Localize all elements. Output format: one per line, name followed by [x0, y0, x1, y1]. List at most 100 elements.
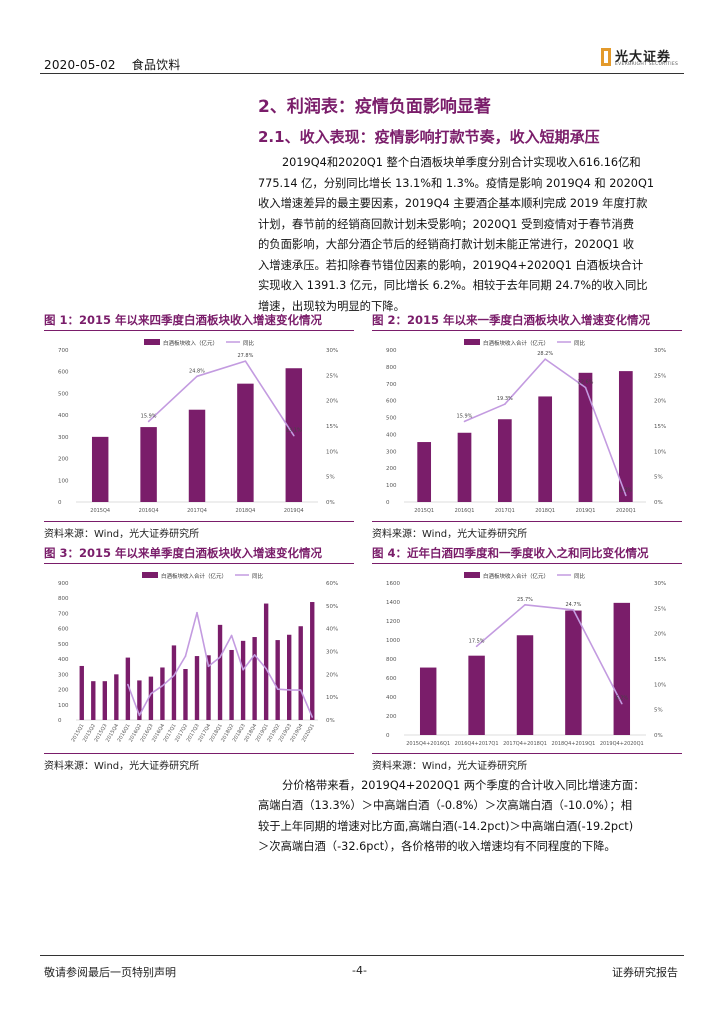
paragraph-2: 分价格带来看，2019Q4+2020Q1 两个季度的合计收入同比增速方面： 高端… — [258, 776, 684, 857]
yoy-point — [161, 684, 164, 687]
bar — [91, 681, 96, 720]
left-tick-label: 1400 — [386, 600, 400, 606]
figure-3-source: 资料来源：Wind，光大证券研究所 — [44, 761, 200, 772]
data-label: 28.2% — [537, 351, 553, 357]
chart-svg: 白酒板块收入（亿元） 同比 0 100 200 300 400 500 600 700 0% 5% 10… — [58, 339, 338, 514]
yoy-point — [621, 702, 623, 705]
left-tick-label: 700 — [58, 348, 69, 354]
left-tick-label: 500 — [58, 642, 69, 648]
left-tick-label: 400 — [386, 695, 397, 701]
header-rule — [40, 73, 684, 74]
right-tick-label: 15% — [654, 424, 666, 430]
bar — [263, 603, 269, 720]
left-tick-label: 100 — [386, 483, 397, 489]
left-tick-label: 800 — [386, 657, 397, 663]
yoy-point — [524, 603, 526, 606]
left-tick-label: 100 — [58, 478, 69, 484]
right-tick-label: 60% — [326, 581, 338, 587]
left-tick-label: 600 — [58, 370, 69, 376]
right-tick-label: 20% — [326, 672, 338, 678]
yoy-point — [544, 358, 546, 360]
yoy-point — [230, 634, 233, 637]
legend-bar-swatch — [464, 339, 480, 345]
category-label: 2015Q4 — [90, 508, 110, 514]
category-label: 2018Q1 — [535, 508, 555, 514]
right-tick-label: 10% — [654, 682, 666, 688]
left-tick-label: 0 — [386, 733, 390, 739]
left-tick-label: 700 — [386, 382, 397, 388]
right-tick-label: 20% — [326, 399, 338, 405]
right-tick-label: 15% — [654, 657, 666, 663]
bar — [538, 396, 553, 502]
report-date: 2020-05-02 — [44, 58, 116, 72]
figure-1-source: 资料来源：Wind，光大证券研究所 — [44, 529, 200, 540]
figure-3-title: 图 3：2015 年以来单季度白酒板块收入增速变化情况 — [44, 546, 323, 560]
bar — [137, 680, 142, 720]
right-tick-label: 5% — [654, 475, 663, 481]
right-tick-label: 20% — [654, 399, 666, 405]
yoy-point — [138, 714, 141, 717]
bar — [613, 602, 631, 735]
bar — [618, 371, 633, 502]
legend-line-label: 同比 — [574, 339, 586, 347]
bar — [91, 436, 109, 502]
right-tick-label: 30% — [326, 650, 338, 656]
para1-line: 实现收入 1391.3 亿元，同比增长 6.2%。相较于去年同期 24.7%的收… — [258, 279, 648, 292]
data-label: 15.9% — [457, 413, 473, 419]
para1-line: 775.14 亿，分别同比增长 13.1%和 1.3%。疫情是影响 2019Q4… — [258, 176, 655, 190]
paragraph-1: 2019Q4和2020Q1 整个白酒板块单季度分别合计实现收入616.16亿和 … — [258, 153, 682, 317]
data-label: 27.8% — [237, 353, 253, 359]
bar — [194, 656, 200, 720]
legend-bar-label: 白酒板块收入合计（亿元） — [483, 572, 549, 580]
right-tick-label: 30% — [326, 348, 338, 354]
yoy-line — [148, 360, 295, 437]
figure-4-title: 图 4：近年白酒四季度和一季度收入之和同比变化情况 — [372, 546, 649, 560]
yoy-point — [127, 683, 129, 686]
figure-4-chart: 白酒板块收入合计（亿元） 同比 0 200 400 600 800 1000 1200 1400 1… — [372, 567, 682, 752]
legend-line-label: 同比 — [574, 572, 586, 580]
figure-4-source: 资料来源：Wind，光大证券研究所 — [372, 761, 528, 772]
figure-2-source: 资料来源：Wind，光大证券研究所 — [372, 529, 528, 540]
category-label: 2019Q4+2020Q1 — [600, 741, 644, 747]
bar — [114, 674, 119, 720]
para1-line: 2019Q4和2020Q1 整个白酒板块单季度分别合计实现收入616.16亿和 — [282, 156, 641, 169]
left-tick-label: 300 — [58, 435, 69, 441]
yoy-point — [242, 668, 244, 671]
para1-line: 收入增速差异的最主要因素，2019Q4 主要酒企基本顺利完成 2019 年度打款 — [258, 197, 648, 210]
left-tick-label: 500 — [58, 391, 69, 397]
left-tick-label: 300 — [386, 449, 397, 455]
yoy-point — [244, 360, 247, 362]
left-tick-label: 400 — [58, 657, 69, 663]
right-tick-label: 25% — [654, 373, 666, 379]
para1-line: 入增速承压。若扣除春节错位因素的影响，2019Q4+2020Q1 白酒板块合计 — [258, 258, 644, 272]
category-label: 2019Q1 — [576, 508, 596, 514]
figure-2-title: 图 2：2015 年以来一季度白酒板块收入增速变化情况 — [372, 313, 651, 327]
data-label: 6.2% — [615, 696, 628, 702]
bar — [468, 655, 485, 735]
right-tick-label: 20% — [654, 632, 666, 638]
bar — [160, 667, 165, 720]
category-label: 2017Q4+2018Q1 — [503, 741, 547, 747]
left-tick-label: 1600 — [386, 581, 400, 587]
category-label: 2015Q1 — [414, 508, 434, 514]
yoy-point — [276, 688, 279, 690]
right-tick-label: 25% — [654, 606, 666, 612]
bar — [565, 610, 582, 735]
bar — [148, 676, 154, 720]
footer-rule — [40, 955, 684, 956]
page-number: -4- — [352, 964, 367, 977]
yoy-point — [196, 611, 198, 614]
left-tick-label: 900 — [386, 348, 397, 354]
yoy-point — [584, 386, 587, 389]
section-subtitle: 2.1、收入表现：疫情影响打款节奏，收入短期承压 — [258, 128, 600, 146]
left-tick-label: 900 — [58, 581, 69, 587]
yoy-point — [625, 494, 627, 497]
bar — [497, 419, 512, 502]
right-tick-label: 25% — [326, 373, 338, 379]
left-tick-label: 800 — [58, 596, 69, 602]
data-label: 17.5% — [469, 638, 485, 644]
left-tick-label: 200 — [386, 714, 397, 720]
left-tick-label: 0 — [386, 500, 390, 506]
logo-subtitle: EVERBRIGHT SECURITIES — [615, 62, 679, 67]
report-sector: 食品饮料 — [131, 58, 181, 72]
